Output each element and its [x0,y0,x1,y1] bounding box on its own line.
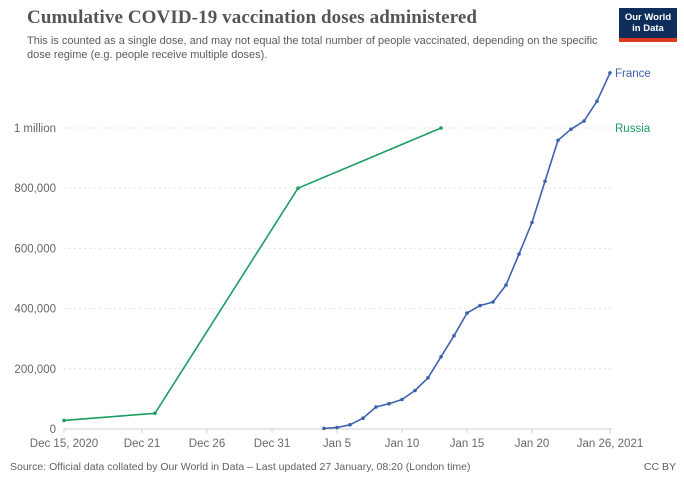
y-axis-label: 800,000 [14,183,56,195]
france-point [426,376,430,380]
y-axis-label: 600,000 [14,243,56,255]
x-axis-label: Dec 15, 2020 [30,438,98,450]
source-note[interactable]: Source: Official data collated by Our Wo… [10,461,471,473]
france-point [569,127,573,131]
series-label-russia[interactable]: Russia [615,123,651,135]
owid-logo-line1: Our World [624,11,672,23]
y-axis-label: 0 [50,424,56,436]
chart-footer: Source: Official data collated by Our Wo… [0,461,684,473]
france-point [582,119,586,123]
france-point [595,99,599,103]
france-point [335,425,339,430]
y-axis-label: 200,000 [14,364,56,376]
france-point [361,416,365,421]
france-point [322,426,326,431]
x-axis-label: Jan 10 [385,438,420,450]
x-axis-label: Dec 21 [124,438,160,450]
france-line[interactable] [323,72,611,430]
x-axis-label: Jan 15 [450,438,485,450]
x-axis-label: Dec 26 [189,438,225,450]
chart-subtitle: This is counted as a single dose, and ma… [27,35,598,61]
france-point [413,388,417,393]
y-axis-label: 400,000 [14,304,56,316]
chart-title: Cumulative COVID-19 vaccination doses ad… [27,7,478,28]
france-point [556,138,560,143]
france-point [608,71,612,75]
france-point [478,303,482,308]
y-axis-label: 1 million [14,123,56,135]
russia-point [296,186,300,190]
russia-point [439,126,443,130]
series-label-france[interactable]: France [615,68,651,80]
owid-logo[interactable]: Our World in Data [619,8,677,42]
france-point [504,283,508,287]
russia-point [153,411,157,416]
x-axis-label: Jan 20 [515,438,550,450]
france-point [387,401,391,406]
france-point [543,179,547,184]
france-point [465,311,469,315]
x-axis-label: Dec 31 [254,438,290,450]
x-axis-label: Jan 5 [323,438,351,450]
x-axis-label: Jan 26, 2021 [577,438,644,450]
france-point [374,405,378,409]
france-point [452,333,456,338]
chart-canvas: 0 200,000 400,000 600,000 800,000 1 million De… [14,68,651,450]
russia-point [62,418,66,423]
license-badge[interactable]: CC BY [643,461,676,473]
france-point [517,252,521,256]
owid-logo-line2: in Data [632,23,664,34]
france-point [491,300,495,304]
france-point [400,397,404,402]
russia-line[interactable] [63,127,442,422]
france-point [348,423,352,427]
france-point [439,355,443,359]
france-point [530,220,534,225]
